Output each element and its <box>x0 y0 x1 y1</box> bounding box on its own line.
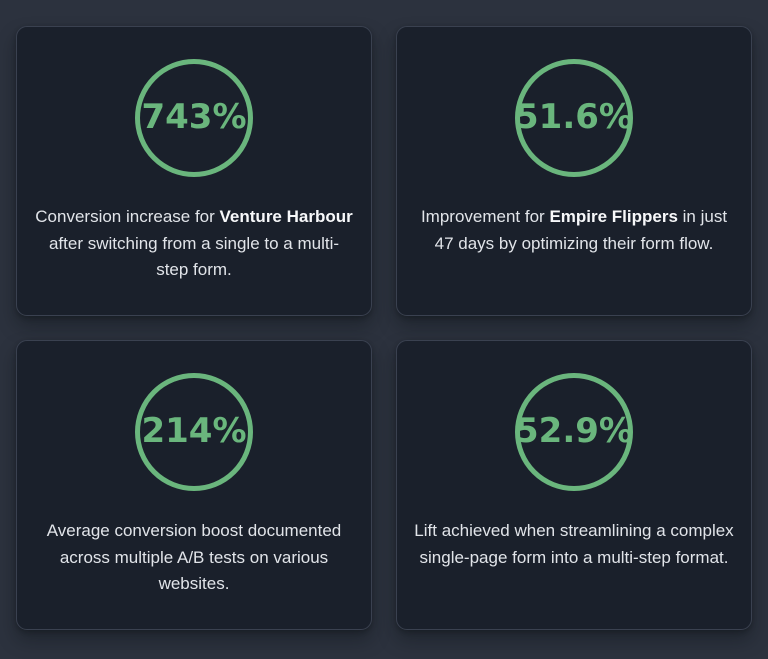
stat-description: Lift achieved when streamlining a comple… <box>413 518 735 571</box>
stat-card-venture-harbour: 743% Conversion increase for Venture Har… <box>16 26 372 316</box>
description-bold-text: Empire Flippers <box>549 207 678 226</box>
description-text: Average conversion boost documented acro… <box>46 521 342 593</box>
stat-value: 743% <box>141 97 247 137</box>
description-text: in just 47 days by optimizing their form… <box>434 207 728 253</box>
stat-value: 214% <box>141 411 247 451</box>
description-text: Improvement for <box>420 207 550 226</box>
stat-description: Average conversion boost documented acro… <box>33 518 355 598</box>
stat-card-empire-flippers: 51.6% Improvement for Empire Flippers in… <box>396 26 752 316</box>
stat-card-ab-tests: 214% Average conversion boost documented… <box>16 340 372 630</box>
description-text: Lift achieved when streamlining a comple… <box>414 521 734 567</box>
description-text: Conversion increase for <box>35 207 220 226</box>
stat-circle: 743% <box>135 59 253 177</box>
stat-circle: 51.6% <box>515 59 633 177</box>
stat-description: Improvement for Empire Flippers in just … <box>413 204 735 257</box>
description-bold-text: Venture Harbour <box>219 207 353 226</box>
stat-value: 51.6% <box>515 97 633 137</box>
stat-description: Conversion increase for Venture Harbour … <box>33 204 355 284</box>
stat-circle: 52.9% <box>515 373 633 491</box>
stat-circle: 214% <box>135 373 253 491</box>
description-text: after switching from a single to a multi… <box>48 233 340 280</box>
stat-value: 52.9% <box>515 411 633 451</box>
stat-card-multi-step-lift: 52.9% Lift achieved when streamlining a … <box>396 340 752 630</box>
